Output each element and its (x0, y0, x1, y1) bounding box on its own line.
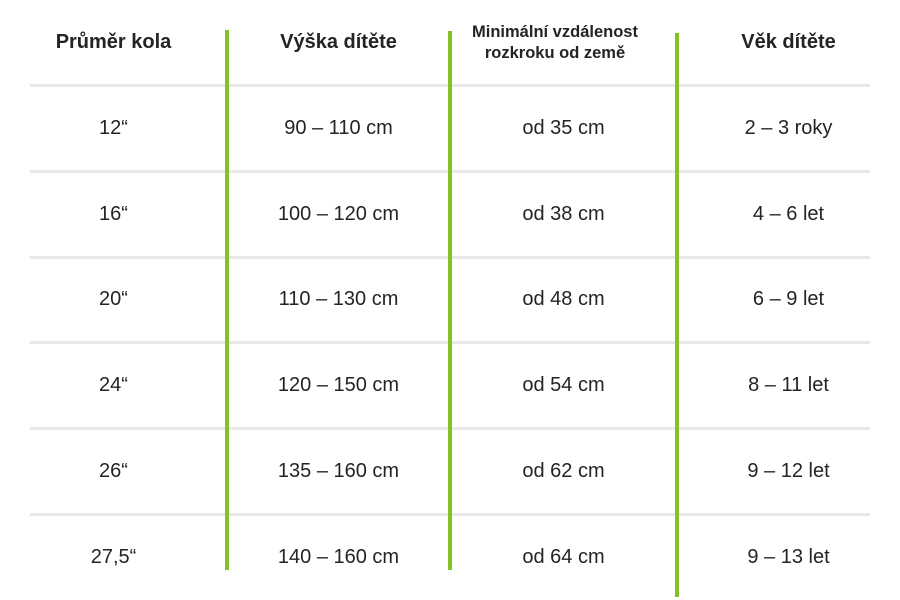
cell-wheel-diameter: 24“ (99, 374, 128, 397)
cell-child-age: 8 – 11 let (748, 374, 829, 397)
cell-child-age: 9 – 12 let (747, 459, 830, 482)
column-divider-line (225, 30, 229, 570)
cell-child-age: 2 – 3 roky (744, 117, 833, 140)
cell-wheel-diameter: 12“ (99, 117, 128, 140)
cell-child-age: 6 – 9 let (752, 288, 825, 311)
cell-child-height: 120 – 150 cm (277, 374, 400, 397)
cell-child-height: 90 – 110 cm (284, 117, 393, 140)
column-header-child-height: Výška dítěte (280, 31, 397, 54)
cell-child-age: 9 – 13 let (747, 545, 830, 568)
cell-wheel-diameter: 20“ (99, 288, 128, 311)
cell-crotch-distance: od 64 cm (522, 545, 605, 568)
column-header-wheel-diameter: Průměr kola (55, 31, 172, 54)
cell-crotch-distance: od 48 cm (522, 288, 605, 311)
cell-wheel-diameter: 26“ (99, 459, 128, 482)
cell-crotch-distance: od 38 cm (522, 202, 605, 225)
column-divider-line (448, 31, 452, 570)
cell-child-height: 100 – 120 cm (277, 202, 400, 225)
cell-child-height: 110 – 130 cm (278, 288, 399, 311)
column-header-min-crotch-distance: Minimální vzdálenost rozkroku od země (472, 23, 638, 62)
cell-child-height: 135 – 160 cm (277, 459, 400, 482)
cell-child-age: 4 – 6 let (752, 202, 825, 225)
cell-crotch-distance: od 54 cm (522, 374, 605, 397)
cell-crotch-distance: od 35 cm (522, 117, 605, 140)
cell-wheel-diameter: 16“ (99, 202, 128, 225)
column-divider-line (675, 33, 679, 597)
cell-child-height: 140 – 160 cm (277, 545, 400, 568)
cell-crotch-distance: od 62 cm (522, 459, 605, 482)
cell-wheel-diameter: 27,5“ (90, 545, 137, 568)
column-header-child-age: Věk dítěte (741, 31, 836, 54)
